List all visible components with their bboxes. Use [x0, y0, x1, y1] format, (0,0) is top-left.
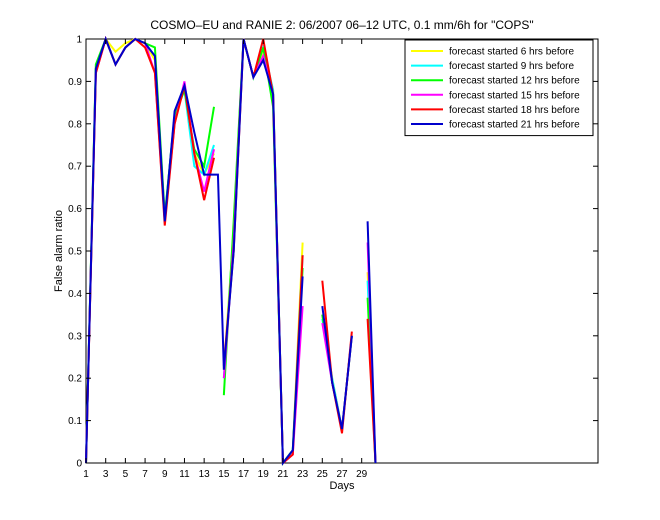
chart-title: COSMO–EU and RANIE 2: 06/2007 06–12 UTC,…: [150, 18, 533, 32]
x-tick-label: 21: [277, 469, 289, 480]
y-tick-label: 1: [76, 35, 82, 46]
y-tick-label: 0.4: [68, 289, 82, 300]
series-layer: [85, 35, 377, 466]
legend: forecast started 6 hrs before forecast st…: [404, 39, 594, 137]
y-tick-label: 0.6: [68, 204, 82, 215]
y-tick-label: 0.2: [68, 374, 82, 385]
x-tick-label: 9: [162, 469, 168, 480]
y-tick-label: 0.1: [68, 416, 82, 427]
y-tick-label: 0.3: [68, 331, 82, 342]
legend-entry-label: forecast started 12 hrs before: [449, 76, 580, 87]
y-tick-label: 0.8: [68, 119, 82, 130]
legend-entry-label: forecast started 9 hrs before: [449, 61, 575, 72]
x-tick-label: 3: [103, 469, 109, 480]
legend-entry-label: forecast started 18 hrs before: [449, 105, 580, 116]
y-axis-label: False alarm ratio: [53, 210, 65, 292]
x-tick-label: 17: [238, 469, 250, 480]
series-line-6: [85, 36, 377, 466]
y-tick-label: 0: [76, 459, 82, 470]
legend-box: [404, 39, 594, 137]
x-tick-label: 23: [297, 469, 309, 480]
y-tick-label: 0.9: [68, 77, 82, 88]
legend-entry-label: forecast started 6 hrs before: [449, 47, 575, 58]
x-tick-label: 27: [336, 469, 348, 480]
x-axis: 1 3 5 7 9 11 13 15 17 19 21 23 25 27 29: [83, 39, 368, 480]
x-tick-label: 5: [123, 469, 129, 480]
x-tick-label: 11: [179, 469, 190, 480]
x-axis-label: Days: [329, 480, 355, 492]
x-tick-label: 15: [218, 469, 230, 480]
x-tick-label: 29: [356, 469, 368, 480]
x-tick-label: 25: [317, 469, 329, 480]
legend-entry-label: forecast started 21 hrs before: [449, 120, 580, 131]
y-axis: 0 0.1 0.2 0.3 0.4 0.5 0.6 0.7 0.8 0.9 1: [68, 35, 598, 470]
series-line-3: [85, 36, 377, 466]
x-tick-label: 13: [199, 469, 211, 480]
x-tick-label: 7: [142, 469, 148, 480]
y-tick-label: 0.5: [68, 247, 82, 258]
x-tick-label: 1: [83, 469, 89, 480]
y-tick-label: 0.7: [68, 162, 82, 173]
legend-entry-label: forecast started 15 hrs before: [449, 90, 580, 101]
x-tick-label: 19: [258, 469, 270, 480]
